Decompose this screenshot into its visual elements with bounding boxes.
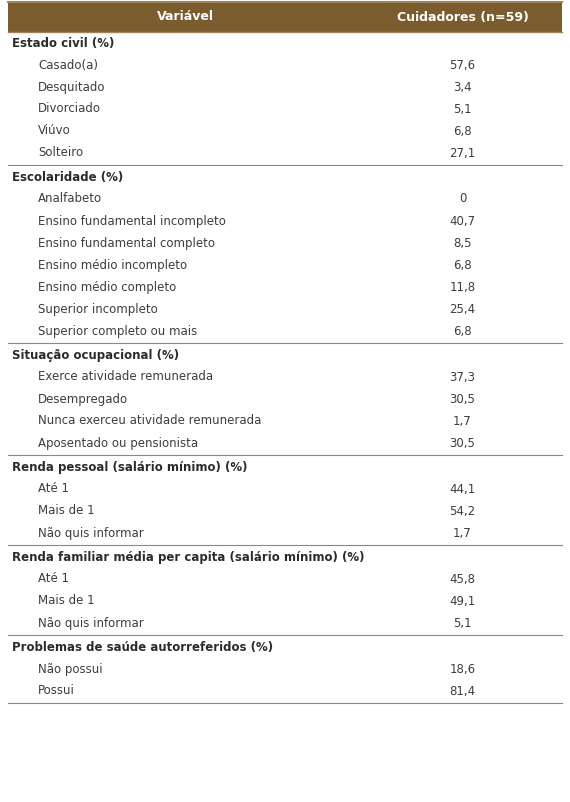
Text: Solteiro: Solteiro	[38, 147, 83, 160]
Text: Renda familiar média per capita (salário mínimo) (%): Renda familiar média per capita (salário…	[12, 550, 364, 564]
Text: 44,1: 44,1	[449, 483, 475, 496]
Text: 6,8: 6,8	[453, 325, 472, 338]
Text: Ensino médio completo: Ensino médio completo	[38, 281, 176, 294]
Text: 30,5: 30,5	[450, 392, 475, 406]
Text: Analfabeto: Analfabeto	[38, 192, 102, 205]
Text: Mais de 1: Mais de 1	[38, 504, 95, 517]
Text: 54,2: 54,2	[449, 504, 475, 517]
Text: Viúvo: Viúvo	[38, 124, 71, 137]
Text: Cuidadores (n=59): Cuidadores (n=59)	[397, 10, 528, 23]
Text: Ensino fundamental incompleto: Ensino fundamental incompleto	[38, 214, 226, 228]
Text: Variável: Variável	[157, 10, 214, 23]
Text: 0: 0	[459, 192, 466, 205]
Text: Desempregado: Desempregado	[38, 392, 128, 406]
Text: 1,7: 1,7	[453, 526, 472, 540]
Text: 45,8: 45,8	[450, 573, 475, 585]
Text: Escolaridade (%): Escolaridade (%)	[12, 171, 123, 184]
Text: Exerce atividade remunerada: Exerce atividade remunerada	[38, 371, 213, 383]
Text: Situação ocupacional (%): Situação ocupacional (%)	[12, 349, 179, 362]
Text: Superior completo ou mais: Superior completo ou mais	[38, 325, 197, 338]
Text: Mais de 1: Mais de 1	[38, 594, 95, 607]
Text: Aposentado ou pensionista: Aposentado ou pensionista	[38, 436, 198, 449]
Text: Divorciado: Divorciado	[38, 103, 101, 115]
Text: Estado civil (%): Estado civil (%)	[12, 37, 115, 50]
Text: Não quis informar: Não quis informar	[38, 526, 144, 540]
Text: Não quis informar: Não quis informar	[38, 617, 144, 630]
Text: 1,7: 1,7	[453, 415, 472, 427]
Text: Possui: Possui	[38, 684, 75, 698]
Text: 27,1: 27,1	[449, 147, 475, 160]
Text: Ensino fundamental completo: Ensino fundamental completo	[38, 237, 215, 249]
Text: 6,8: 6,8	[453, 124, 472, 137]
Text: 8,5: 8,5	[453, 237, 472, 249]
Bar	[8, 2, 562, 32]
Text: Problemas de saúde autorreferidos (%): Problemas de saúde autorreferidos (%)	[12, 641, 273, 654]
Text: Casado(a): Casado(a)	[38, 59, 98, 71]
Text: 30,5: 30,5	[450, 436, 475, 449]
Text: 5,1: 5,1	[453, 103, 472, 115]
Text: Desquitado: Desquitado	[38, 80, 105, 94]
Text: 11,8: 11,8	[449, 281, 475, 294]
Text: 18,6: 18,6	[449, 662, 475, 675]
Text: 37,3: 37,3	[450, 371, 475, 383]
Text: Nunca exerceu atividade remunerada: Nunca exerceu atividade remunerada	[38, 415, 262, 427]
Text: 40,7: 40,7	[449, 214, 475, 228]
Text: 6,8: 6,8	[453, 258, 472, 272]
Text: Até 1: Até 1	[38, 483, 69, 496]
Text: Não possui: Não possui	[38, 662, 103, 675]
Text: Até 1: Até 1	[38, 573, 69, 585]
Text: 49,1: 49,1	[449, 594, 475, 607]
Text: Ensino médio incompleto: Ensino médio incompleto	[38, 258, 187, 272]
Text: Renda pessoal (salário mínimo) (%): Renda pessoal (salário mínimo) (%)	[12, 460, 247, 473]
Text: 25,4: 25,4	[449, 302, 475, 315]
Text: 81,4: 81,4	[449, 684, 475, 698]
Text: 57,6: 57,6	[449, 59, 475, 71]
Text: 3,4: 3,4	[453, 80, 472, 94]
Text: Superior incompleto: Superior incompleto	[38, 302, 158, 315]
Text: 5,1: 5,1	[453, 617, 472, 630]
